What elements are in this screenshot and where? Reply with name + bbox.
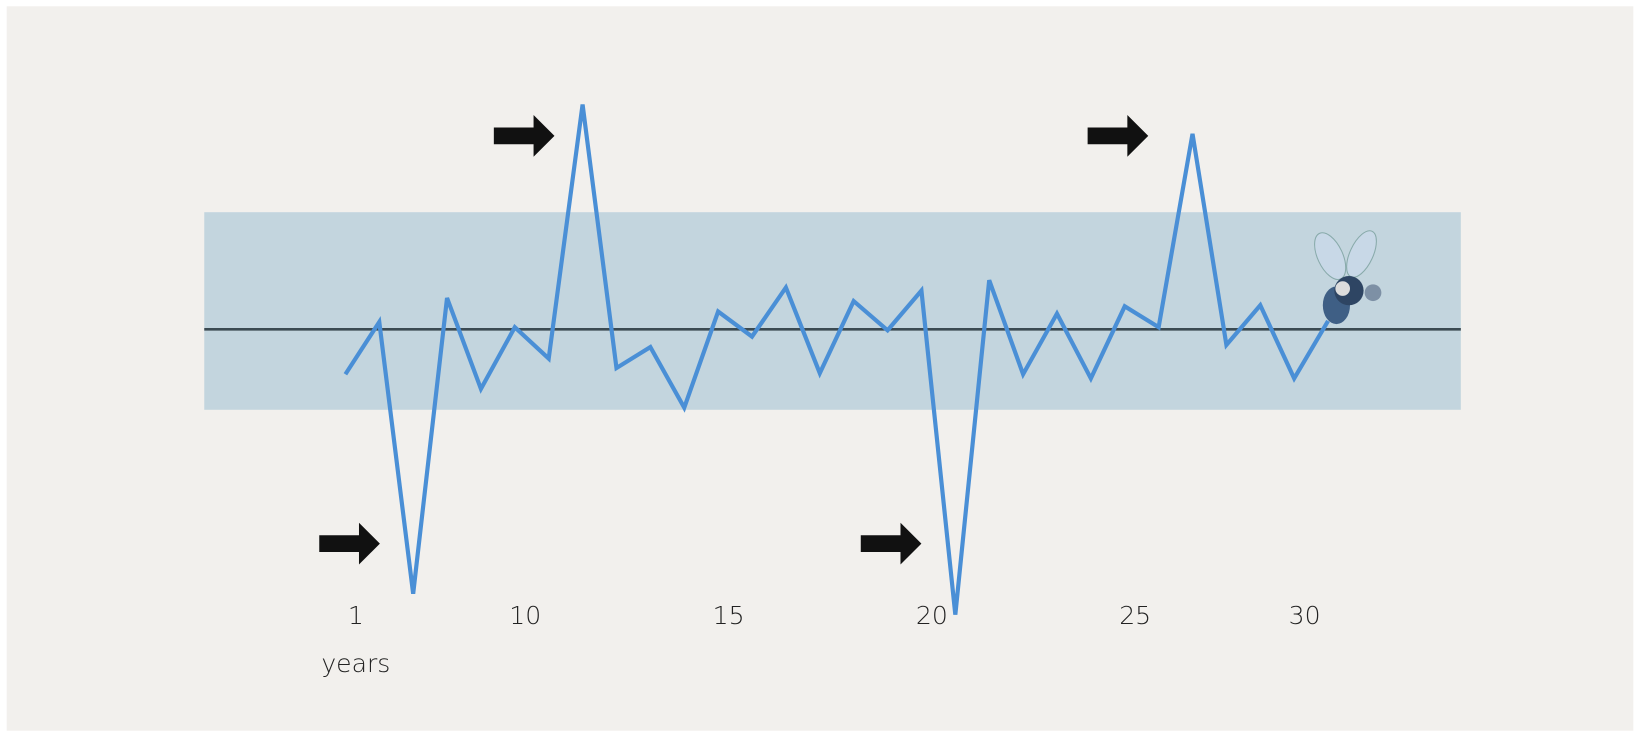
x-tick-label: 20 [916, 601, 948, 630]
plot: 1 10 15 20 25 30 years [204, 104, 1461, 678]
eye [1335, 281, 1351, 296]
x-axis-label: years [321, 649, 390, 678]
arrow [319, 522, 380, 565]
arrows [319, 114, 1149, 565]
x-tick-label: 25 [1119, 601, 1151, 630]
control-band [204, 212, 1461, 410]
eye [1364, 284, 1382, 302]
arrow [1087, 114, 1149, 157]
x-tick-label: 1 [348, 601, 364, 630]
data-line [343, 104, 1330, 615]
fly-icon [1314, 230, 1382, 325]
x-tick-label: 30 [1289, 601, 1321, 630]
arrow [860, 522, 922, 565]
arrow [493, 114, 555, 157]
x-tick-label: 10 [509, 601, 541, 630]
x-tick-label: 15 [713, 601, 745, 630]
